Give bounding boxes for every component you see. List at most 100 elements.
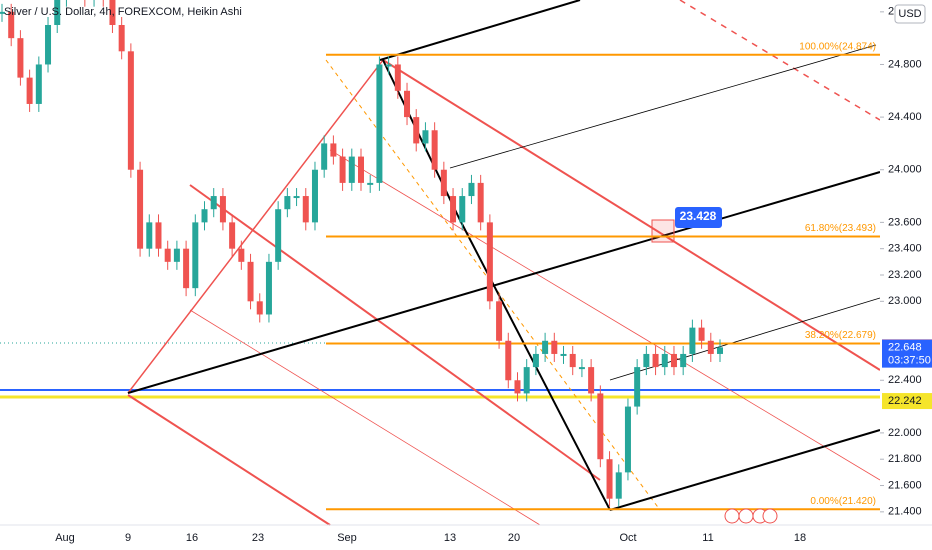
candle: [588, 367, 595, 394]
candle: [284, 196, 291, 210]
candle: [717, 347, 723, 354]
chart-title: Silver / U.S. Dollar, 4h, FOREXCOM, Heik…: [4, 6, 242, 18]
callout: 23.428: [680, 209, 717, 223]
candle: [192, 222, 199, 289]
candle: [670, 353, 677, 368]
price-label: 21.800: [888, 453, 922, 465]
candle: [624, 406, 631, 473]
price-label: 22.000: [888, 427, 922, 439]
candle: [652, 353, 659, 368]
candle: [238, 248, 245, 262]
candle: [54, 0, 61, 26]
candle: [17, 38, 24, 78]
candle: [505, 340, 512, 381]
candle: [330, 143, 337, 157]
candle: [431, 130, 438, 170]
candle: [247, 261, 254, 302]
price-label: 21.600: [888, 479, 922, 491]
candle: [615, 472, 622, 499]
fib-levels: 100.00%(24.874) 61.80%(23.493) 38.20%(22.6…: [326, 41, 880, 511]
price-label: 22.400: [888, 374, 922, 386]
candles: [0, 0, 723, 507]
candle: [413, 117, 420, 144]
candle: [532, 353, 539, 368]
price-tag-label: 22.242: [888, 395, 922, 407]
candle: [597, 393, 604, 460]
candle: [146, 222, 153, 249]
date-label: 16: [186, 532, 198, 544]
date-label: 18: [794, 532, 806, 544]
candle: [311, 169, 318, 223]
candle: [422, 130, 429, 144]
candle: [698, 327, 705, 341]
candle: [201, 209, 208, 223]
candle: [183, 248, 190, 289]
candle: [229, 222, 236, 249]
candle: [569, 353, 576, 368]
candle: [321, 143, 328, 170]
candle: [578, 367, 585, 370]
price-label: 24.800: [888, 58, 922, 70]
candle: [339, 156, 346, 183]
candle: [634, 367, 641, 407]
candle: [707, 340, 714, 354]
date-label: Oct: [619, 532, 636, 544]
candle: [265, 261, 272, 315]
price-label: 23.000: [888, 295, 922, 307]
candle: [468, 182, 475, 197]
price-label: 23.200: [888, 269, 922, 281]
axis-labels: 25.20024.80024.40024.00023.60023.40023.2…: [55, 6, 932, 544]
candle: [560, 353, 567, 356]
fib-label: 61.80%(23.493): [805, 223, 876, 234]
price-tag: [882, 393, 932, 410]
event-icons: [724, 508, 778, 524]
date-label: 9: [125, 532, 131, 544]
price-tag: [882, 339, 932, 368]
candle: [440, 169, 447, 197]
candle: [450, 196, 457, 223]
date-label: 11: [702, 532, 713, 544]
price-label: 24.400: [888, 111, 922, 123]
date-label: 23: [252, 532, 264, 544]
candle: [680, 353, 687, 368]
candle: [661, 353, 668, 368]
candle: [256, 301, 263, 315]
candle: [109, 0, 116, 26]
candle: [514, 380, 521, 394]
currency-box[interactable]: [894, 4, 926, 24]
candle: [8, 11, 15, 39]
fib-label: 38.20%(22.679): [805, 330, 876, 341]
candle: [367, 182, 374, 185]
candle: [477, 182, 484, 223]
date-label: Sep: [337, 532, 357, 544]
candle: [606, 459, 613, 499]
fib-label: 100.00%(24.874): [799, 41, 876, 52]
candle: [219, 196, 226, 223]
candle: [0, 11, 5, 14]
candle: [118, 25, 125, 52]
candle: [127, 51, 134, 170]
price-tag-label: 22.648: [888, 342, 922, 354]
date-label: 20: [508, 532, 520, 544]
candle: [45, 25, 52, 65]
candle: [385, 64, 392, 67]
candle: [348, 156, 355, 183]
countdown: 03:37:50: [888, 355, 931, 367]
date-label: Aug: [55, 532, 75, 544]
candle: [551, 340, 558, 354]
candle: [486, 222, 493, 302]
candle: [210, 196, 217, 210]
candle: [173, 248, 180, 262]
currency[interactable]: USD: [898, 8, 921, 20]
price-label: 21.400: [888, 506, 922, 518]
candle: [302, 196, 309, 223]
candle: [643, 353, 650, 368]
candle: [523, 367, 530, 394]
candle: [358, 156, 364, 183]
price-label: 24.000: [888, 164, 922, 176]
candle: [542, 340, 549, 354]
candle: [459, 196, 466, 223]
price-label: 23.600: [888, 216, 922, 228]
price-axis: [880, 0, 932, 525]
